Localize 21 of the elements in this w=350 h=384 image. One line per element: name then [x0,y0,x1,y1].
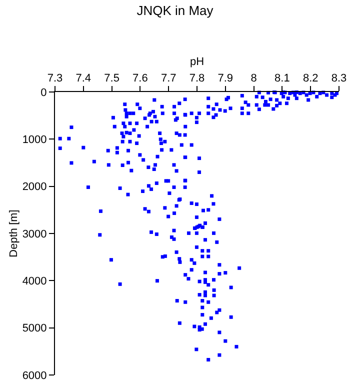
x-tick-label: 7.3 [47,72,63,85]
x-tick-label: 8.2 [302,72,318,85]
y-tick-label: 4000 [22,276,47,288]
x-tick-label: 8 [250,72,257,85]
x-tick-label: 7.7 [160,72,176,85]
chart-title: JNQK in May [136,2,214,18]
x-axis-title: pH [190,56,204,68]
x-tick-label: 7.8 [189,72,205,85]
y-tick-label: 3000 [22,228,47,240]
x-tick-label: 8.1 [274,72,290,85]
x-tick-label: 7.6 [132,72,148,85]
y-tick-label: 6000 [22,370,47,382]
y-tick-label: 0 [40,86,47,99]
x-tick-label: 8.3 [331,72,347,85]
x-tick-label: 7.4 [76,72,92,85]
x-tick-label: 7.5 [104,72,120,85]
y-axis-title: Depth [m] [8,210,20,258]
y-tick-label: 1000 [22,134,47,146]
x-tick-label: 7.9 [218,72,234,85]
y-tick-label: 2000 [22,181,47,194]
y-tick-label: 5000 [22,322,47,335]
